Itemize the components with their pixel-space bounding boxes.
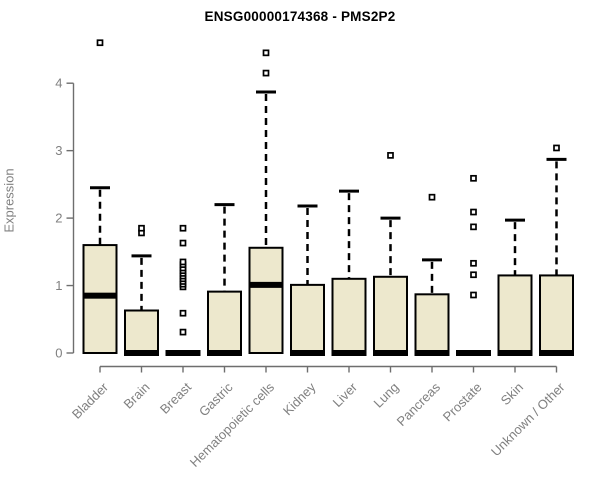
outlier-hematopoietic-cells: [262, 49, 270, 57]
outlier-breast: [179, 239, 187, 247]
x-tick-label-brain: Brain: [121, 380, 153, 412]
median-kidney: [290, 350, 325, 356]
y-tick-label: 4: [55, 76, 62, 91]
outlier-prostate: [470, 259, 477, 267]
x-tick-label-lung: Lung: [371, 380, 402, 411]
median-skin: [497, 350, 533, 356]
x-tick-label-breast: Breast: [157, 379, 194, 416]
median-unknown-other: [539, 350, 574, 356]
median-liver: [331, 350, 367, 356]
outlier-prostate: [470, 291, 477, 299]
box-skin: [497, 274, 533, 354]
box-bladder: [82, 244, 118, 354]
box-lung: [373, 275, 408, 354]
x-tick-label-kidney: Kidney: [280, 379, 319, 418]
median-gastric: [207, 350, 242, 356]
outlier-breast: [179, 258, 187, 266]
x-tick-label-prostate: Prostate: [440, 380, 485, 425]
outlier-brain: [138, 224, 145, 232]
x-tick-label-skin: Skin: [498, 380, 526, 408]
median-brain: [124, 350, 159, 356]
median-hematopoietic-cells: [248, 281, 284, 288]
median-pancreas: [414, 350, 450, 356]
outlier-breast: [179, 328, 187, 336]
outlier-breast: [179, 309, 187, 317]
box-brain: [124, 309, 159, 354]
box-hematopoietic-cells: [248, 246, 284, 354]
median-bladder: [82, 292, 118, 299]
outlier-pancreas: [428, 193, 436, 201]
outlier-lung: [387, 152, 394, 159]
x-tick-label-liver: Liver: [330, 379, 361, 410]
x-tick-label-bladder: Bladder: [69, 379, 112, 422]
x-tick-label-unknown-other: Unknown / Other: [488, 379, 568, 459]
box-kidney: [290, 283, 325, 354]
x-tick-label-gastric: Gastric: [196, 379, 236, 419]
box-pancreas: [414, 293, 450, 355]
median-prostate: [456, 350, 491, 356]
outlier-prostate: [470, 174, 477, 182]
outlier-breast: [179, 224, 187, 232]
y-tick-label: 1: [55, 278, 62, 293]
median-breast: [165, 350, 201, 356]
median-lung: [373, 350, 408, 356]
box-liver: [331, 277, 367, 354]
outlier-prostate: [470, 223, 477, 231]
box-unknown-other: [539, 274, 574, 354]
outlier-prostate: [470, 271, 477, 279]
x-tick-label-pancreas: Pancreas: [394, 379, 444, 429]
outlier-bladder: [96, 39, 104, 47]
chart-title: ENSG00000174368 - PMS2P2: [204, 9, 396, 24]
outlier-prostate: [470, 208, 477, 216]
y-tick-label: 2: [55, 211, 62, 226]
y-tick-label: 3: [55, 143, 62, 158]
box-gastric: [207, 290, 242, 355]
y-tick-label: 0: [55, 346, 62, 361]
outlier-unknown-other: [553, 144, 560, 152]
outlier-hematopoietic-cells: [262, 69, 270, 77]
